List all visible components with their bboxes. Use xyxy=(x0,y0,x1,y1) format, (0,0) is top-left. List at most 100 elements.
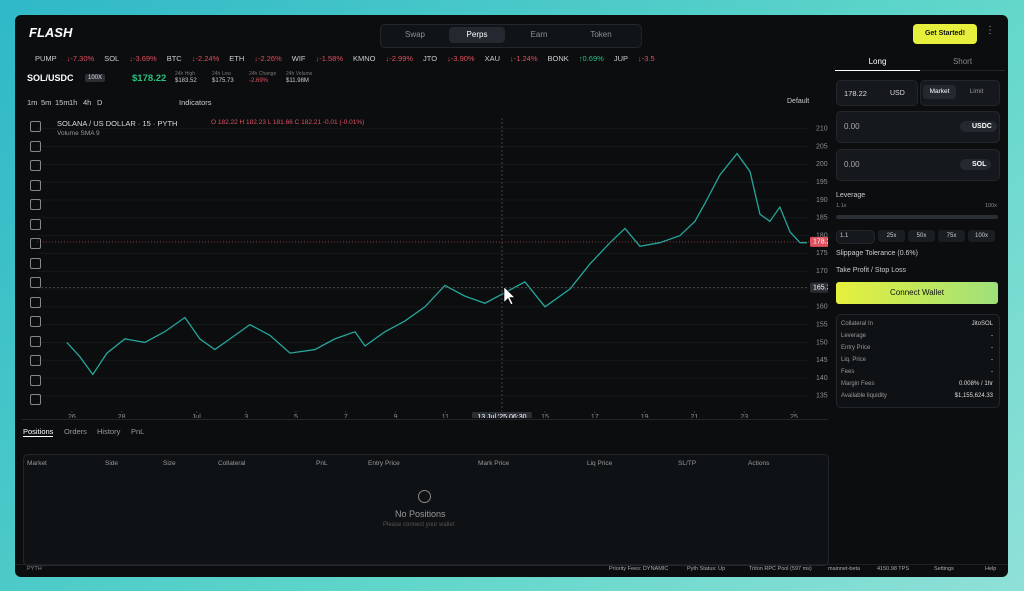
ohlc: O 182.22 H 182.23 L 181.66 C 182.21 -0.0… xyxy=(211,119,365,126)
cta-button[interactable]: Get Started! xyxy=(913,24,977,44)
footer-item[interactable]: Settings xyxy=(934,566,954,572)
token[interactable]: USDC xyxy=(960,121,997,132)
leverage-preset[interactable]: 50x xyxy=(908,230,935,242)
tool-icon[interactable] xyxy=(30,355,41,366)
footer-item[interactable]: Help xyxy=(985,566,997,572)
order-type-option[interactable]: Limit xyxy=(969,88,984,95)
ticker-change: ↓-3.90% xyxy=(447,54,475,63)
stat-label: 24h Change xyxy=(249,71,277,77)
timeframe[interactable]: D xyxy=(97,98,103,107)
timeframe[interactable]: 4h xyxy=(83,98,92,107)
side-tab[interactable]: Long xyxy=(835,57,920,71)
column-header: Entry Price xyxy=(368,460,400,467)
detail-label: Liq. Price xyxy=(841,357,867,363)
tool-icon[interactable] xyxy=(30,277,41,288)
price-value: 178.22 xyxy=(844,89,867,98)
tool-icon[interactable] xyxy=(30,140,41,152)
layout[interactable]: Default xyxy=(787,98,810,105)
ticker-symbol[interactable]: WIF xyxy=(291,54,306,63)
order-type-option[interactable]: Market xyxy=(923,85,956,99)
token[interactable]: SOL xyxy=(960,159,992,170)
timeframe[interactable]: 15m xyxy=(55,98,70,107)
price-unit: USD xyxy=(890,90,905,97)
side-tab[interactable]: Short xyxy=(920,57,1005,71)
ticker-symbol[interactable]: BONK xyxy=(547,54,569,63)
slippage[interactable]: Slippage Tolerance (0.6%) xyxy=(836,250,918,257)
y-tick-label: 150 xyxy=(816,339,828,346)
nav-tab[interactable]: Swap xyxy=(404,30,425,39)
y-tick-label: 140 xyxy=(816,375,828,382)
timeframe[interactable]: 5m xyxy=(41,98,52,107)
leverage-badge: 100X xyxy=(85,74,106,82)
positions-tab[interactable]: History xyxy=(97,427,121,436)
leverage-preset[interactable]: 100x xyxy=(968,230,995,242)
cursor xyxy=(503,285,516,306)
tool-icon[interactable] xyxy=(30,374,41,386)
ticker-symbol[interactable]: BTC xyxy=(166,54,182,63)
connect-wallet[interactable]: Connect Wallet xyxy=(836,282,998,304)
price-input[interactable] xyxy=(836,80,918,106)
column-header: Side xyxy=(105,460,119,467)
indicators[interactable]: Indicators xyxy=(179,98,212,107)
pair[interactable]: SOL/USDC xyxy=(27,73,74,83)
leverage-min: 1.1x xyxy=(836,203,847,209)
y-tick-label: 135 xyxy=(816,393,828,400)
chart-subtitle: Volume SMA 9 xyxy=(57,130,100,137)
tool-icon[interactable] xyxy=(30,218,41,230)
stat-value: $175.73 xyxy=(212,78,234,84)
ticker-symbol[interactable]: ETH xyxy=(229,54,245,63)
tool-icon[interactable] xyxy=(30,179,41,191)
detail-value: - xyxy=(991,369,993,375)
ticker-symbol[interactable]: SOL xyxy=(104,54,120,63)
leverage-slider[interactable] xyxy=(836,215,998,219)
detail-value: - xyxy=(991,345,993,351)
y-tick-label: 190 xyxy=(816,197,828,204)
ticker-symbol[interactable]: JTO xyxy=(423,54,438,63)
tool-icon[interactable] xyxy=(30,394,41,405)
positions-tab[interactable]: Orders xyxy=(64,427,87,436)
ticker-change: ↓-3.69% xyxy=(129,54,157,63)
tool-icon[interactable] xyxy=(30,335,41,347)
ticker-symbol[interactable]: PUMP xyxy=(35,54,57,63)
market-price: $178.22 xyxy=(132,73,167,84)
positions-tab[interactable]: PnL xyxy=(131,427,145,436)
x-tick-label: 3 xyxy=(244,414,248,418)
ticker-symbol[interactable]: JUP xyxy=(613,54,628,63)
tool-icon[interactable] xyxy=(30,199,41,210)
y-tick-label: 185 xyxy=(816,215,828,222)
amount: 0.00 xyxy=(844,160,860,169)
timeframe[interactable]: 1h xyxy=(69,98,78,107)
leverage-preset[interactable]: 75x xyxy=(938,230,965,242)
leverage-preset[interactable]: 25x xyxy=(878,230,905,242)
tool-icon[interactable] xyxy=(30,121,41,132)
detail-label: Fees xyxy=(841,369,855,375)
nav-tab[interactable]: Perps xyxy=(449,27,505,43)
positions-tab[interactable]: Positions xyxy=(23,427,54,437)
ticker-change: ↓-7.30% xyxy=(66,54,95,63)
empty-text: Please connect your wallet xyxy=(383,522,455,528)
y-tick-label: 160 xyxy=(816,304,828,311)
detail-label: Entry Price xyxy=(841,345,871,351)
x-tick-label: 26 xyxy=(68,414,76,418)
tool-icon[interactable] xyxy=(30,238,41,249)
tpsl[interactable]: Take Profit / Stop Loss xyxy=(836,267,907,274)
nav-tab[interactable]: Token xyxy=(590,30,612,39)
detail-value: $1,155,624.33 xyxy=(954,393,993,399)
leverage-input[interactable] xyxy=(836,230,875,244)
x-tick-label: 28 xyxy=(118,414,126,418)
footer-item: mainnet-beta xyxy=(828,566,861,572)
ticker-symbol[interactable]: XAU xyxy=(484,54,500,63)
tool-icon[interactable] xyxy=(30,257,41,269)
tool-icon[interactable] xyxy=(30,160,41,171)
footer-item: Triton RPC Pool (597 ms) xyxy=(749,566,812,572)
menu: ⋮ xyxy=(985,25,995,36)
x-tick-label: Jul xyxy=(192,414,201,418)
footer-item: 4150.98 TPS xyxy=(877,566,910,572)
tool-icon[interactable] xyxy=(30,316,41,327)
nav-tab[interactable]: Earn xyxy=(530,30,548,39)
tool-icon[interactable] xyxy=(30,296,41,308)
timeframe[interactable]: 1m xyxy=(27,98,38,107)
y-tick-label: 195 xyxy=(816,179,828,186)
ticker-symbol[interactable]: KMNO xyxy=(353,54,376,63)
x-tick-label: 25 xyxy=(790,414,798,418)
